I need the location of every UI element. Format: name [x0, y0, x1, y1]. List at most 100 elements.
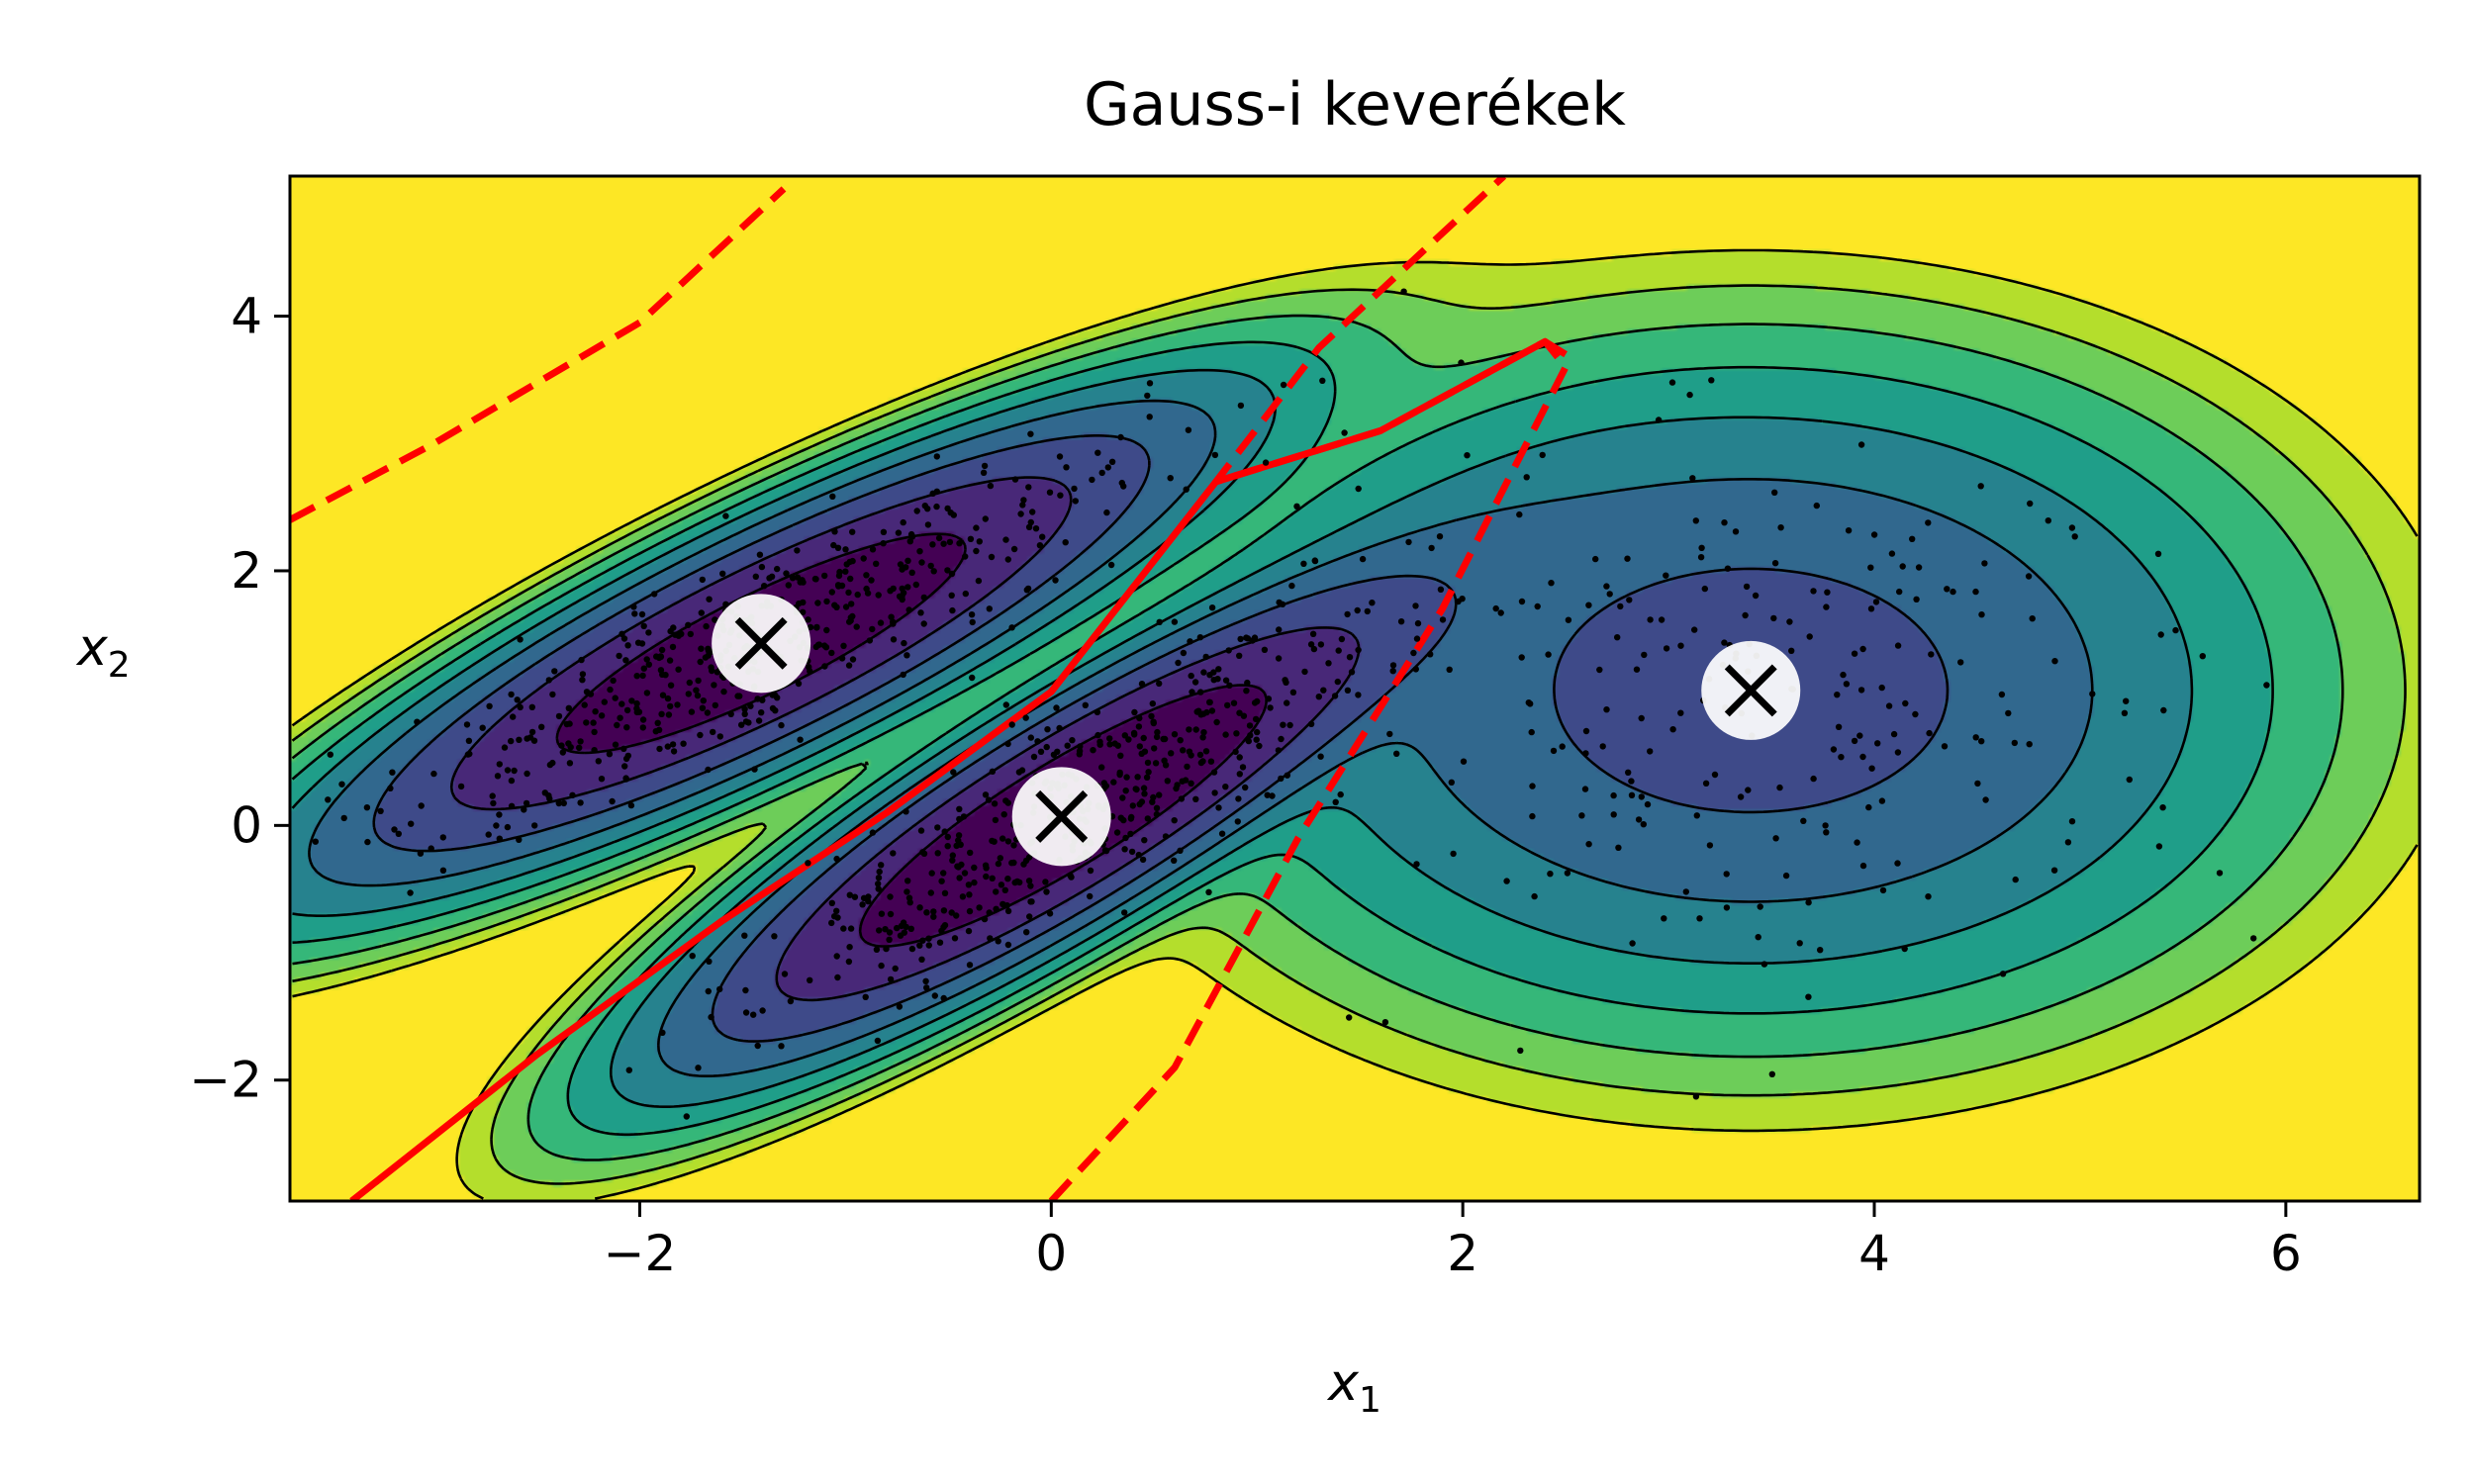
sample-point: [517, 703, 523, 711]
sample-point: [2172, 626, 2179, 634]
sample-point: [821, 663, 828, 670]
sample-point: [966, 962, 974, 969]
sample-point: [987, 482, 995, 490]
sample-point: [628, 697, 635, 704]
sample-point: [956, 805, 963, 812]
sample-point: [1199, 758, 1206, 765]
sample-point: [1145, 769, 1152, 776]
sample-point: [2005, 709, 2012, 717]
sample-point: [953, 912, 960, 919]
sample-point: [1381, 1019, 1389, 1026]
sample-point: [1614, 634, 1621, 641]
sample-point: [1629, 940, 1636, 947]
sample-point: [1004, 876, 1011, 882]
contour-line-6: [291, 314, 2344, 1161]
sample-point: [1693, 812, 1701, 819]
sample-point: [846, 891, 853, 898]
sample-point: [860, 555, 867, 562]
sample-point: [665, 711, 673, 718]
sample-point: [591, 728, 598, 736]
sample-point: [722, 601, 729, 607]
sample-point: [822, 644, 830, 651]
y-tick-label: 2: [231, 542, 262, 600]
sample-point: [1154, 728, 1161, 736]
sample-point: [1682, 888, 1690, 895]
sample-point: [617, 714, 623, 721]
sample-point: [688, 708, 696, 715]
sample-point: [919, 937, 926, 944]
sample-point: [1224, 701, 1231, 709]
sample-point: [1113, 829, 1121, 836]
sample-point: [1293, 503, 1300, 510]
sample-point: [1114, 742, 1122, 749]
sample-point: [1529, 783, 1536, 789]
sample-point: [640, 622, 647, 629]
sample-point: [523, 770, 530, 778]
sample-point: [940, 540, 947, 547]
sample-point: [916, 548, 923, 555]
sample-point: [1052, 577, 1059, 584]
sample-point: [494, 773, 502, 780]
sample-point: [830, 541, 837, 549]
sample-point: [633, 705, 640, 712]
sample-point: [941, 889, 949, 896]
sample-point: [1669, 726, 1676, 733]
sample-point: [1280, 721, 1286, 728]
sample-point: [1027, 518, 1035, 526]
sample-point: [941, 828, 948, 835]
sample-point: [778, 1043, 785, 1050]
sample-point: [1859, 645, 1866, 653]
sample-point: [1319, 377, 1326, 384]
sample-point: [621, 763, 628, 770]
sample-point: [439, 834, 446, 841]
sample-point: [667, 682, 675, 689]
sample-point: [1776, 784, 1783, 791]
sample-point: [712, 616, 718, 623]
sample-point: [888, 613, 895, 620]
sample-point: [666, 657, 674, 664]
sample-point: [1857, 441, 1865, 448]
sample-point: [1523, 474, 1530, 481]
sample-point: [1127, 830, 1134, 838]
sample-point: [1615, 844, 1622, 851]
sample-point: [1724, 565, 1732, 572]
sample-point: [1138, 750, 1145, 757]
sample-point: [1925, 893, 1932, 900]
sample-point: [925, 935, 932, 942]
sample-point: [1029, 509, 1036, 515]
sample-point: [828, 899, 835, 906]
sample-point: [1599, 743, 1606, 750]
sample-point: [1355, 646, 1362, 654]
sample-point: [1625, 769, 1632, 776]
sample-point: [969, 674, 976, 682]
sample-point: [1335, 647, 1342, 654]
sample-point: [2216, 870, 2224, 877]
sample-point: [847, 925, 855, 932]
sample-point: [1197, 689, 1204, 696]
sample-point: [1269, 792, 1276, 799]
sample-point: [1647, 748, 1654, 755]
sample-point: [1912, 710, 1919, 718]
sample-point: [1311, 557, 1319, 565]
sample-point: [845, 662, 853, 669]
sample-point: [1264, 791, 1271, 798]
sample-point: [699, 704, 707, 711]
sample-point: [1276, 626, 1283, 633]
sample-point: [685, 691, 692, 697]
sample-point: [1069, 737, 1076, 744]
sample-point: [1004, 799, 1011, 806]
sample-point: [1760, 961, 1768, 968]
sample-point: [1977, 483, 1984, 490]
contour-lines: [291, 248, 2419, 1200]
sample-point: [766, 575, 773, 582]
sample-point: [1056, 724, 1063, 732]
sample-point: [1393, 750, 1400, 757]
sample-point: [973, 524, 980, 531]
sample-point: [1022, 714, 1029, 721]
sample-point: [1752, 592, 1760, 600]
sample-point: [821, 572, 828, 580]
sample-point: [1243, 688, 1250, 695]
sample-point: [439, 867, 447, 874]
sample-point: [1331, 693, 1339, 699]
sample-point: [917, 609, 924, 616]
